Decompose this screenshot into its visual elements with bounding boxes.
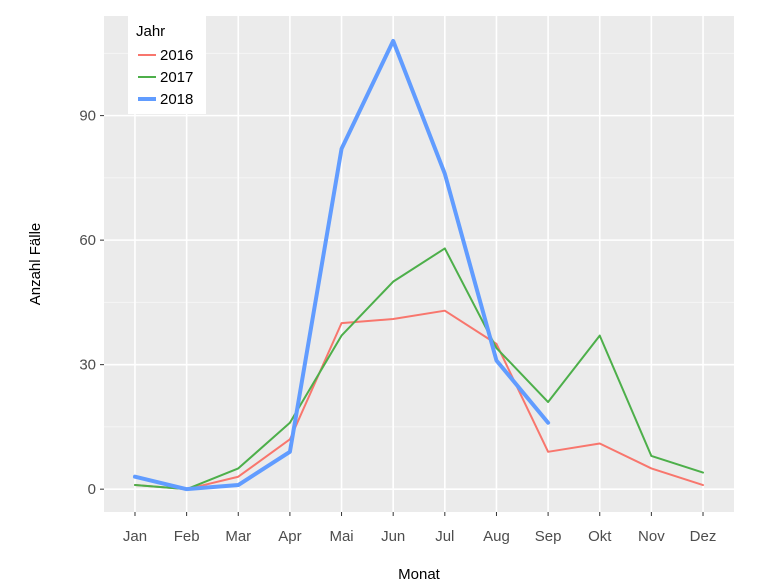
x-tick-label: Apr (278, 528, 301, 545)
y-axis: 0 30 60 90 (79, 108, 104, 498)
series-line-2016 (133, 309, 705, 491)
x-axis-title: Monat (398, 566, 441, 583)
x-tick-label: Sep (535, 528, 562, 545)
legend: Jahr 2016 2017 2018 (128, 16, 206, 114)
x-tick-label: Mai (329, 528, 353, 545)
x-tick-label: Okt (588, 528, 612, 545)
x-tick-label: Aug (483, 528, 510, 545)
x-axis: Jan Feb Mar Apr Mai Jun Jul Aug Sep Okt Nov Dez (123, 512, 716, 545)
y-tick-label: 0 (88, 481, 96, 498)
legend-label-2016: 2016 (160, 47, 193, 64)
legend-label-2017: 2017 (160, 69, 193, 86)
x-tick-label: Dez (690, 528, 717, 545)
x-tick-label: Jul (435, 528, 454, 545)
series-lines (132, 38, 705, 492)
y-tick-label: 90 (79, 108, 96, 125)
x-tick-label: Nov (638, 528, 665, 545)
legend-title: Jahr (136, 23, 165, 40)
series-line-2018 (132, 38, 551, 492)
x-tick-label: Mar (225, 528, 251, 545)
series-line-2017 (133, 247, 705, 491)
legend-items: 2016 2017 2018 (138, 47, 193, 108)
legend-label-2018: 2018 (160, 91, 193, 108)
x-tick-label: Jan (123, 528, 147, 545)
y-tick-label: 60 (79, 232, 96, 249)
x-tick-label: Jun (381, 528, 405, 545)
x-tick-label: Feb (174, 528, 200, 545)
minor-gridlines (104, 52, 734, 428)
y-axis-title: Anzahl Fälle (27, 223, 44, 306)
y-tick-label: 30 (79, 357, 96, 374)
